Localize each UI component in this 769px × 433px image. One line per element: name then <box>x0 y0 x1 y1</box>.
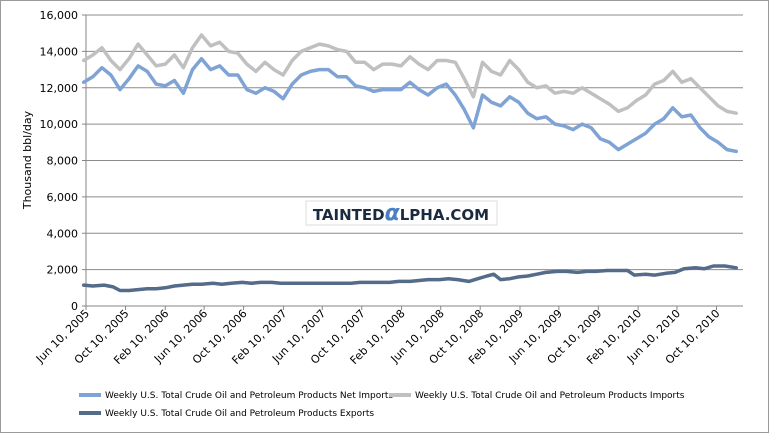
series-lines <box>81 33 738 293</box>
watermark-part2: LPHA.COM <box>400 206 489 224</box>
watermark: TAINTEDαLPHA.COM <box>305 200 498 226</box>
y-tick-label: 2,000 <box>47 264 79 277</box>
legend-label-exports: Weekly U.S. Total Crude Oil and Petroleu… <box>105 409 374 419</box>
gridlines <box>86 14 743 271</box>
legend-label-imports: Weekly U.S. Total Crude Oil and Petroleu… <box>415 391 685 401</box>
watermark-alpha-glyph: α <box>385 201 401 226</box>
y-tick-label: 10,000 <box>40 118 79 131</box>
axes <box>82 14 743 310</box>
svg-text:TAINTEDαLPHA.COM: TAINTEDαLPHA.COM <box>313 201 489 226</box>
legend-item-exports: Weekly U.S. Total Crude Oil and Petroleu… <box>79 409 374 419</box>
y-tick-label: 16,000 <box>40 9 79 22</box>
series-line-net-imports <box>81 56 738 154</box>
watermark-part1: TAINTED <box>313 206 385 224</box>
legend-item-net-imports: Weekly U.S. Total Crude Oil and Petroleu… <box>79 391 393 401</box>
y-tick-label: 14,000 <box>40 45 79 58</box>
legend: Weekly U.S. Total Crude Oil and Petroleu… <box>79 391 685 419</box>
y-tick-label: 6,000 <box>47 191 79 204</box>
legend-item-imports: Weekly U.S. Total Crude Oil and Petroleu… <box>389 391 685 401</box>
series-line-imports <box>81 33 738 115</box>
y-axis-tick-labels: 0 2,000 4,000 6,000 8,000 10,000 12,000 14,000 1… <box>40 9 79 313</box>
y-tick-label: 12,000 <box>40 82 79 95</box>
legend-label-net-imports: Weekly U.S. Total Crude Oil and Petroleu… <box>105 391 393 401</box>
y-tick-label: 4,000 <box>47 227 79 240</box>
y-axis-title: Thousand bbl/day <box>21 110 34 210</box>
series-line-exports <box>81 264 738 293</box>
y-tick-label: 0 <box>71 300 78 313</box>
y-tick-label: 8,000 <box>47 155 79 168</box>
